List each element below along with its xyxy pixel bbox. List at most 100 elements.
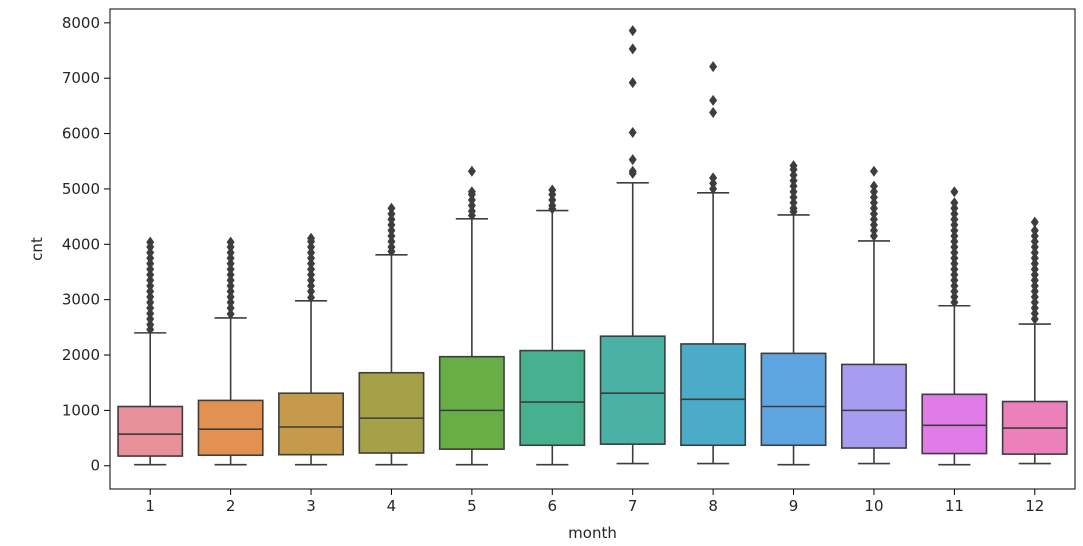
- outlier-point: [548, 194, 557, 206]
- outlier-point: [789, 175, 798, 187]
- outlier-point: [1030, 269, 1039, 281]
- iqr-box: [599, 335, 666, 445]
- outlier-point: [146, 302, 155, 314]
- outlier-point: [950, 291, 959, 303]
- x-tick-label: 11: [945, 497, 964, 515]
- outlier-point: [1030, 247, 1039, 259]
- outlier-point: [1030, 236, 1039, 248]
- iqr-box: [278, 392, 345, 456]
- iqr-box: [117, 405, 184, 457]
- outlier-point: [1030, 313, 1039, 325]
- y-axis: 0 1000 2000 3000 4000 5000 6000 7000 8000: [62, 14, 110, 475]
- outlier-point: [226, 252, 235, 264]
- outlier-point: [950, 230, 959, 242]
- outlier-point: [789, 202, 798, 214]
- outlier-point: [146, 258, 155, 270]
- outlier-point: [226, 302, 235, 314]
- y-tick-label: 1000: [62, 401, 100, 419]
- outlier-point: [387, 224, 396, 236]
- plot-marks: [117, 25, 1068, 466]
- outlier-point: [307, 285, 316, 297]
- outlier-point: [1030, 296, 1039, 308]
- x-tick-label: 9: [789, 497, 799, 515]
- outlier-point: [950, 219, 959, 231]
- outlier-point: [226, 285, 235, 297]
- outlier-point: [950, 280, 959, 292]
- outlier-point: [869, 191, 878, 203]
- outlier-point: [869, 165, 878, 177]
- outlier-point: [628, 154, 637, 166]
- outlier-point: [709, 172, 718, 184]
- outlier-point: [1030, 263, 1039, 275]
- outlier-point: [1030, 274, 1039, 286]
- outlier-point: [307, 247, 316, 259]
- outlier-point: [387, 219, 396, 231]
- outlier-point: [146, 319, 155, 331]
- box-month-6: [519, 184, 586, 466]
- outlier-point: [789, 197, 798, 209]
- outlier-point: [146, 263, 155, 275]
- outlier-point: [950, 269, 959, 281]
- outlier-point: [789, 160, 798, 172]
- x-tick-label: 4: [387, 497, 397, 515]
- outlier-point: [146, 274, 155, 286]
- y-tick-label: 5000: [62, 180, 100, 198]
- outlier-point: [467, 200, 476, 212]
- iqr-box: [921, 393, 988, 455]
- outlier-point: [1030, 307, 1039, 319]
- outlier-point: [387, 236, 396, 248]
- outlier-point: [467, 205, 476, 217]
- outlier-point: [146, 285, 155, 297]
- outlier-point: [869, 180, 878, 192]
- outlier-point: [307, 291, 316, 303]
- outlier-point: [146, 307, 155, 319]
- outlier-point: [226, 296, 235, 308]
- outlier-point: [869, 197, 878, 209]
- outlier-point: [628, 43, 637, 55]
- iqr-box: [358, 371, 425, 454]
- outlier-point: [1030, 230, 1039, 242]
- box-month-8: [680, 61, 747, 465]
- outlier-point: [950, 208, 959, 220]
- box-month-11: [921, 186, 988, 466]
- y-axis-label: cnt: [28, 237, 46, 261]
- outlier-point: [950, 263, 959, 275]
- outlier-point: [950, 186, 959, 198]
- x-tick-label: 2: [226, 497, 236, 515]
- outlier-point: [950, 274, 959, 286]
- outlier-point: [226, 247, 235, 259]
- outlier-point: [226, 258, 235, 270]
- outlier-point: [709, 61, 718, 73]
- y-tick-label: 4000: [62, 235, 100, 253]
- outlier-point: [1030, 280, 1039, 292]
- outlier-point: [387, 213, 396, 225]
- x-tick-label: 7: [628, 497, 638, 515]
- x-tick-label: 6: [548, 497, 558, 515]
- outlier-point: [548, 200, 557, 212]
- outlier-point: [628, 77, 637, 89]
- outlier-point: [950, 258, 959, 270]
- outlier-point: [387, 241, 396, 253]
- x-axis: 1 2 3 4 5 6 7 8 9 10 11 12: [145, 489, 1044, 515]
- outlier-point: [950, 224, 959, 236]
- outlier-point: [950, 285, 959, 297]
- outlier-point: [467, 186, 476, 198]
- outlier-point: [950, 247, 959, 259]
- outlier-point: [709, 177, 718, 189]
- iqr-box: [519, 349, 586, 447]
- outlier-point: [307, 232, 316, 244]
- outlier-point: [387, 230, 396, 242]
- outlier-point: [869, 224, 878, 236]
- outlier-point: [146, 247, 155, 259]
- y-tick-label: 0: [90, 457, 100, 475]
- iqr-box: [197, 399, 264, 457]
- iqr-box: [680, 343, 747, 447]
- x-tick-label: 1: [145, 497, 155, 515]
- outlier-point: [307, 263, 316, 275]
- outlier-point: [307, 269, 316, 281]
- box-month-3: [278, 232, 345, 466]
- outlier-point: [1030, 258, 1039, 270]
- x-tick-label: 10: [864, 497, 883, 515]
- outlier-point: [146, 269, 155, 281]
- box-month-7: [599, 25, 666, 465]
